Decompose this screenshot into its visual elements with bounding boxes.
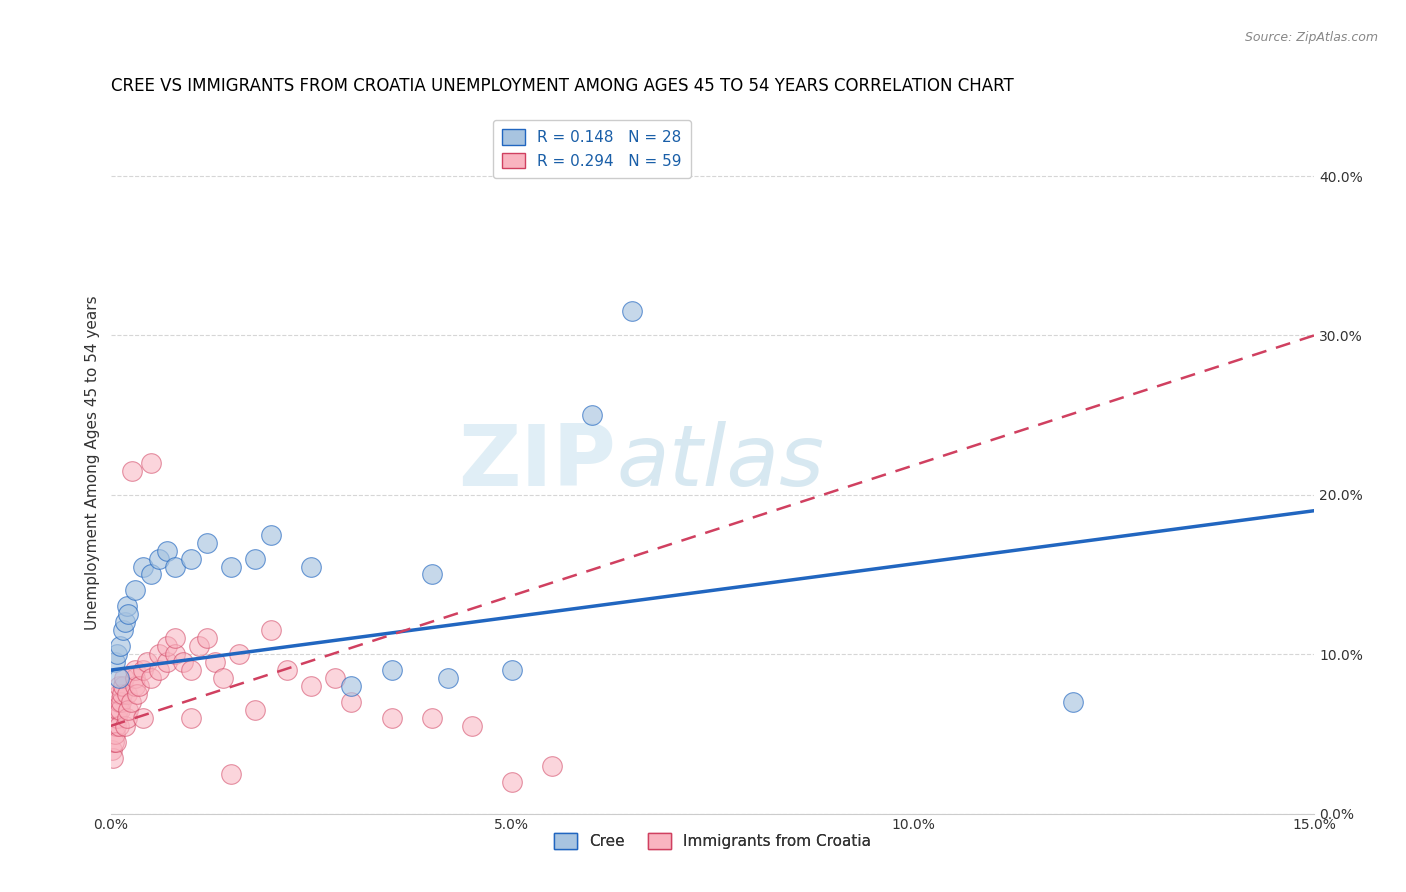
Point: [117, 607, 139, 622]
Point: [156, 655, 179, 669]
Point: [180, 711, 202, 725]
Point: [581, 408, 603, 422]
Point: [172, 655, 194, 669]
Point: [114, 719, 136, 733]
Point: [228, 647, 250, 661]
Point: [260, 624, 283, 638]
Point: [132, 711, 155, 725]
Point: [380, 711, 402, 725]
Point: [114, 615, 136, 630]
Point: [110, 695, 132, 709]
Legend: Cree, Immigrants from Croatia: Cree, Immigrants from Croatia: [548, 827, 877, 855]
Point: [1062, 695, 1084, 709]
Point: [107, 687, 129, 701]
Point: [420, 711, 443, 725]
Point: [105, 735, 128, 749]
Point: [128, 679, 150, 693]
Point: [101, 751, 124, 765]
Point: [127, 687, 149, 701]
Point: [340, 679, 363, 693]
Point: [219, 559, 242, 574]
Point: [107, 703, 129, 717]
Point: [260, 527, 283, 541]
Point: [120, 695, 142, 709]
Point: [299, 679, 322, 693]
Point: [299, 559, 322, 574]
Point: [115, 599, 138, 614]
Point: [107, 695, 129, 709]
Point: [163, 647, 186, 661]
Text: ZIP: ZIP: [458, 421, 616, 504]
Point: [111, 679, 134, 693]
Point: [117, 703, 139, 717]
Point: [124, 583, 146, 598]
Point: [204, 655, 226, 669]
Text: Source: ZipAtlas.com: Source: ZipAtlas.com: [1244, 31, 1378, 45]
Point: [110, 639, 132, 653]
Point: [107, 719, 129, 733]
Point: [180, 663, 202, 677]
Point: [132, 559, 155, 574]
Point: [105, 711, 128, 725]
Point: [340, 695, 363, 709]
Point: [436, 671, 458, 685]
Point: [107, 679, 129, 693]
Point: [195, 631, 218, 645]
Point: [188, 639, 211, 653]
Point: [243, 551, 266, 566]
Y-axis label: Unemployment Among Ages 45 to 54 years: Unemployment Among Ages 45 to 54 years: [86, 295, 100, 631]
Point: [107, 671, 129, 685]
Point: [139, 567, 162, 582]
Point: [219, 766, 242, 780]
Point: [621, 304, 644, 318]
Point: [243, 703, 266, 717]
Point: [110, 703, 132, 717]
Point: [276, 663, 298, 677]
Point: [148, 663, 170, 677]
Point: [212, 671, 235, 685]
Point: [156, 543, 179, 558]
Point: [135, 655, 157, 669]
Point: [541, 758, 564, 772]
Point: [111, 624, 134, 638]
Point: [420, 567, 443, 582]
Point: [380, 663, 402, 677]
Point: [104, 727, 127, 741]
Point: [104, 655, 127, 669]
Point: [115, 687, 138, 701]
Point: [195, 535, 218, 549]
Point: [132, 663, 155, 677]
Point: [163, 631, 186, 645]
Point: [148, 647, 170, 661]
Point: [101, 743, 124, 757]
Point: [163, 559, 186, 574]
Point: [156, 639, 179, 653]
Point: [115, 711, 138, 725]
Point: [124, 671, 146, 685]
Point: [325, 671, 347, 685]
Point: [461, 719, 484, 733]
Point: [501, 663, 523, 677]
Point: [139, 671, 162, 685]
Point: [111, 687, 134, 701]
Point: [139, 456, 162, 470]
Point: [501, 774, 523, 789]
Point: [180, 551, 202, 566]
Point: [103, 735, 125, 749]
Point: [124, 663, 146, 677]
Title: CREE VS IMMIGRANTS FROM CROATIA UNEMPLOYMENT AMONG AGES 45 TO 54 YEARS CORRELATI: CREE VS IMMIGRANTS FROM CROATIA UNEMPLOY…: [111, 78, 1014, 95]
Point: [148, 551, 170, 566]
Point: [104, 719, 127, 733]
Point: [112, 671, 135, 685]
Text: atlas: atlas: [616, 421, 824, 504]
Point: [124, 679, 146, 693]
Point: [105, 647, 128, 661]
Point: [121, 464, 143, 478]
